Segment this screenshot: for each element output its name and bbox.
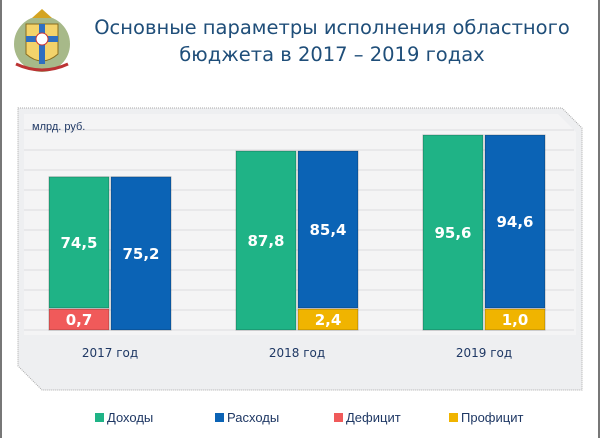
bar-Профицит: [484, 308, 546, 331]
unit-label: млрд. руб.: [32, 121, 85, 133]
bar-Доходы: [235, 150, 297, 331]
legend-item: Расходы: [215, 410, 279, 425]
legend-swatch: [449, 413, 458, 422]
legend-label: Дефицит: [346, 410, 401, 425]
bar-Доходы: [422, 134, 484, 331]
bar-Расходы: [484, 134, 546, 309]
legend-item: Доходы: [95, 410, 153, 425]
data-label: 95,6: [434, 224, 471, 242]
data-label: 85,4: [309, 221, 346, 239]
legend: Доходы Расходы Дефицит Профицит: [2, 408, 598, 432]
legend-swatch: [215, 413, 224, 422]
data-label: 75,2: [122, 245, 159, 263]
category-label: 2017 год: [82, 346, 138, 360]
coat-of-arms-emblem: [14, 9, 70, 72]
data-label: 2,4: [315, 311, 342, 329]
bar-Расходы: [110, 176, 172, 331]
legend-swatch: [334, 413, 343, 422]
legend-label: Доходы: [107, 410, 154, 425]
category-label: 2018 год: [269, 346, 325, 360]
data-label: 87,8: [247, 232, 284, 250]
data-label: 74,5: [60, 234, 97, 252]
bar-Дефицит: [48, 308, 110, 331]
data-label: 0,7: [66, 311, 93, 329]
legend-label: Расходы: [227, 410, 280, 425]
bar-Профицит: [297, 308, 359, 331]
category-label: 2019 год: [456, 346, 512, 360]
bar-Доходы: [48, 176, 110, 309]
legend-item: Дефицит: [334, 410, 401, 425]
data-label: 1,0: [502, 311, 529, 329]
page-title: Основные параметры исполнения областного…: [94, 16, 570, 66]
legend-label: Профицит: [461, 410, 524, 425]
legend-swatch: [95, 413, 104, 422]
legend-item: Профицит: [449, 410, 523, 425]
bar-Расходы: [297, 150, 359, 309]
bar-chart: млрд. руб. 0,7 74,5 75,2 2017 год 87,8 2,4 85,4…: [17, 107, 583, 391]
data-label: 94,6: [496, 213, 533, 231]
